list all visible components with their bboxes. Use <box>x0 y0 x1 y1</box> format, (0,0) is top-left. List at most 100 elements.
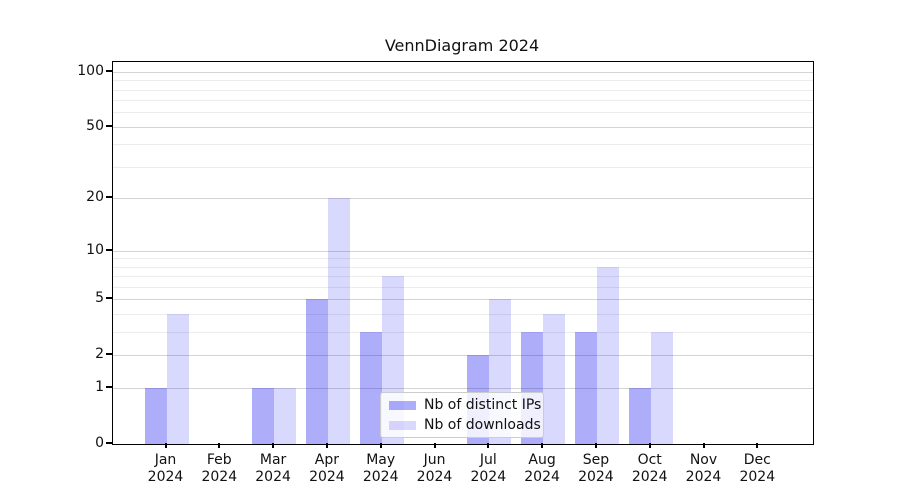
x-tick <box>325 443 328 448</box>
y-tick <box>106 386 112 389</box>
x-tick-label: Jan 2024 <box>134 452 198 486</box>
x-tick-month: Nov <box>689 452 718 468</box>
y-tick <box>106 442 112 444</box>
x-tick <box>594 443 597 448</box>
x-tick-label: Sep 2024 <box>564 452 628 486</box>
minor-gridline <box>113 287 813 289</box>
minor-gridline <box>113 80 813 82</box>
y-tick <box>106 124 112 127</box>
major-gridline <box>113 250 813 252</box>
y-tick-label: 10 <box>86 241 104 258</box>
bar-ips <box>305 299 328 444</box>
major-gridline <box>113 355 813 357</box>
bar-downloads <box>543 314 566 444</box>
minor-gridline <box>113 266 813 268</box>
x-tick-label: May 2024 <box>349 452 413 486</box>
x-tick-month: Jul <box>479 452 497 468</box>
x-tick-year: 2024 <box>309 469 345 485</box>
legend-item: Nb of distinct IPs <box>389 397 543 413</box>
x-tick-month: Jan <box>154 452 177 468</box>
legend: Nb of distinct IPs Nb of downloads <box>380 392 544 438</box>
x-tick-label: Feb 2024 <box>187 452 251 486</box>
x-tick-year: 2024 <box>685 469 722 485</box>
x-tick-year: 2024 <box>470 469 507 485</box>
bar-ips <box>628 388 651 444</box>
x-tick-month: May <box>366 452 396 468</box>
major-gridline <box>113 388 813 390</box>
y-tick-label: 2 <box>95 346 104 363</box>
minor-gridline <box>113 167 813 169</box>
bar-downloads <box>596 266 619 444</box>
x-tick-label: Jul 2024 <box>456 452 520 486</box>
bar-downloads <box>327 198 350 444</box>
minor-gridline <box>113 144 813 146</box>
y-tick-label: 1 <box>95 379 104 396</box>
legend-swatch-ips <box>389 400 416 410</box>
x-tick-month: Aug <box>528 452 556 468</box>
minor-gridline <box>113 100 813 102</box>
bar-ips <box>359 332 382 444</box>
x-tick <box>433 443 436 448</box>
minor-gridline <box>113 314 813 316</box>
x-tick-label: Oct 2024 <box>618 452 682 486</box>
y-tick <box>106 248 112 251</box>
bar-downloads <box>274 388 297 444</box>
x-tick-label: Aug 2024 <box>510 452 574 486</box>
x-tick-month: Dec <box>743 452 771 468</box>
bar-ips <box>574 332 597 444</box>
x-tick-year: 2024 <box>524 469 560 485</box>
y-tick <box>106 353 112 356</box>
x-tick <box>487 443 490 448</box>
y-tick-label: 50 <box>86 117 104 134</box>
x-tick <box>702 443 705 448</box>
x-tick <box>218 443 221 448</box>
legend-label: Nb of distinct IPs <box>424 397 542 413</box>
bar-downloads <box>650 332 673 444</box>
y-tick <box>106 196 112 199</box>
major-gridline <box>113 198 813 200</box>
x-tick <box>272 443 275 448</box>
x-tick-label: Nov 2024 <box>672 452 736 486</box>
x-tick-month: Feb <box>206 452 232 468</box>
minor-gridline <box>113 112 813 114</box>
x-tick-year: 2024 <box>739 469 776 485</box>
minor-gridline <box>113 276 813 278</box>
y-tick <box>106 297 112 300</box>
minor-gridline <box>113 258 813 260</box>
y-tick-label: 0 <box>95 435 104 451</box>
x-tick <box>648 443 651 448</box>
x-tick-month: Mar <box>259 452 287 468</box>
x-tick-year: 2024 <box>362 469 399 485</box>
bar-ips <box>252 388 275 444</box>
x-tick <box>756 443 759 448</box>
x-tick <box>541 443 544 448</box>
x-tick-label: Jun 2024 <box>403 452 467 486</box>
y-tick <box>106 69 112 72</box>
x-tick-label: Mar 2024 <box>241 452 305 486</box>
x-tick <box>379 443 382 448</box>
y-tick-label: 100 <box>77 62 104 79</box>
chart-title: VennDiagram 2024 <box>384 36 540 55</box>
legend-swatch-downloads <box>389 420 416 430</box>
x-tick-year: 2024 <box>147 469 184 485</box>
minor-gridline <box>113 89 813 91</box>
x-tick-year: 2024 <box>416 469 453 485</box>
x-tick-year: 2024 <box>201 469 238 485</box>
x-tick-year: 2024 <box>255 469 291 485</box>
x-tick-month: Jun <box>423 452 446 468</box>
x-tick-year: 2024 <box>578 469 614 485</box>
bar-downloads <box>166 314 189 444</box>
legend-item: Nb of downloads <box>389 417 543 433</box>
plot-area <box>112 61 814 445</box>
x-tick-month: Oct <box>637 452 662 468</box>
x-tick-label: Dec 2024 <box>725 452 789 486</box>
minor-gridline <box>113 332 813 334</box>
x-tick-label: Apr 2024 <box>295 452 359 486</box>
legend-label: Nb of downloads <box>424 417 541 433</box>
major-gridline <box>113 299 813 301</box>
x-tick-month: Apr <box>314 452 339 468</box>
x-tick-month: Sep <box>582 452 610 468</box>
y-tick-label: 20 <box>86 189 104 206</box>
y-tick-label: 5 <box>95 290 104 307</box>
